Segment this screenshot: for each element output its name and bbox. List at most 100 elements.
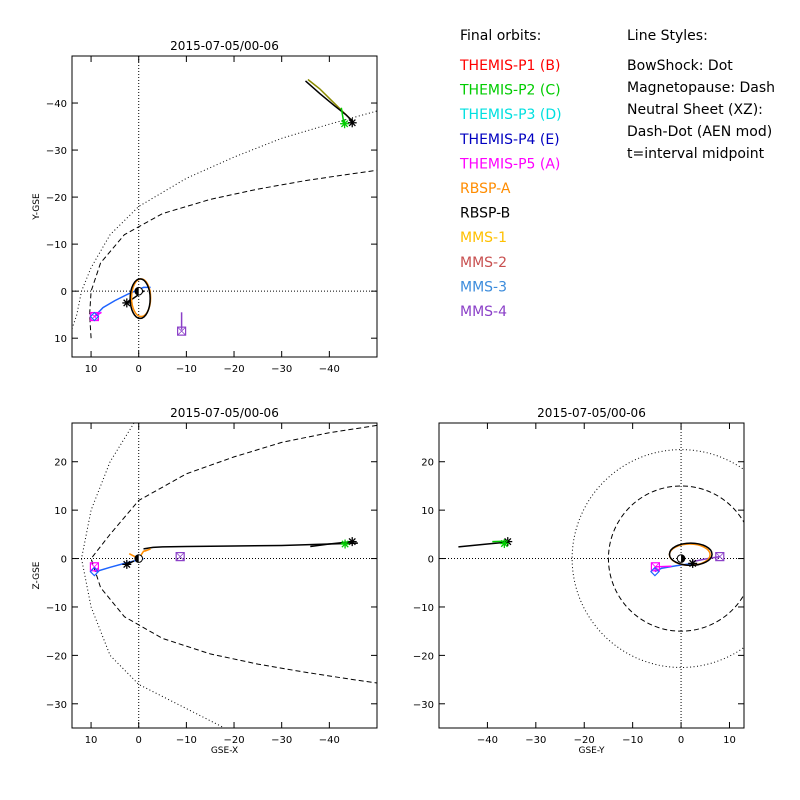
x-tick-label: −10: [622, 735, 643, 746]
y-axis-label: Y-GSE: [32, 193, 42, 221]
x-tick-label: 10: [85, 364, 98, 375]
legend-style-entry: Neutral Sheet (XZ):: [627, 102, 763, 118]
x-tick-label: −40: [477, 735, 498, 746]
y-tick-label: −30: [413, 700, 434, 711]
x-tick-label: 0: [678, 735, 684, 746]
legend-orbit-entry: MMS-2: [460, 255, 507, 271]
midpoint-asterisk-marker: [340, 119, 350, 129]
x-axis-label: GSE-Y: [578, 746, 605, 756]
legend-orbit-entry: MMS-1: [460, 230, 507, 246]
y-tick-label: 20: [54, 458, 67, 469]
chart-panel-1: 10 0 −10 −20 −30 −40 10 0 −10 −20 −30 −40 2015-07-05…: [32, 39, 378, 375]
midpoint-asterisk-marker: [122, 559, 132, 569]
x-tick-label: 0: [136, 364, 142, 375]
earth-icon: [134, 554, 144, 563]
magnetopause-boundary: [607, 485, 744, 632]
magnetopause-boundary: [89, 169, 377, 339]
y-tick-label: 0: [428, 555, 434, 566]
y-tick-label: 20: [421, 458, 434, 469]
plot-area: [72, 56, 377, 357]
y-tick-label: −20: [46, 651, 67, 662]
endpoint-diamond-marker: [89, 311, 100, 322]
bow-shock-boundary: [72, 110, 377, 329]
x-tick-label: −40: [319, 364, 340, 375]
legend-styles-heading: Line Styles:: [627, 28, 708, 44]
panel-title: 2015-07-05/00-06: [170, 39, 279, 53]
orbit-trace: [143, 542, 358, 550]
y-tick-label: 10: [54, 506, 67, 517]
plot-frame: [438, 422, 745, 729]
x-tick-label: −30: [271, 735, 292, 746]
orbit-trace: [305, 80, 354, 123]
x-tick-label: −30: [525, 735, 546, 746]
magnetopause-boundary: [90, 424, 377, 684]
y-tick-label: −20: [413, 651, 434, 662]
orbit-trace: [458, 540, 508, 548]
legend-orbit-entry: THEMIS-P3 (D): [459, 107, 562, 123]
plot-area: [439, 423, 744, 728]
legend-orbit-entry: MMS-3: [460, 279, 507, 295]
legend-style-entry: t=interval midpoint: [627, 146, 765, 162]
legend-orbit-entry: THEMIS-P1 (B): [459, 58, 560, 74]
endpoint-square-marker: [89, 311, 99, 322]
y-tick-label: −10: [46, 240, 67, 251]
y-tick-label: 0: [61, 555, 67, 566]
plot-frame: [71, 422, 378, 729]
orbit-trace: [93, 286, 151, 318]
x-tick-label: −20: [574, 735, 595, 746]
endpoint-diamond-marker: [650, 566, 660, 577]
x-tick-label: −10: [176, 735, 197, 746]
orbit-trace: [693, 555, 720, 563]
midpoint-asterisk-marker: [122, 298, 132, 308]
earth-icon: [134, 286, 144, 296]
midpoint-asterisk-marker: [499, 539, 509, 549]
y-tick-label: −10: [46, 603, 67, 614]
legend-final-orbits: Final orbits: THEMIS-P1 (B) THEMIS-P2 (C)…: [459, 28, 562, 320]
panel-title: 2015-07-05/00-06: [537, 406, 646, 420]
midpoint-asterisk-marker: [688, 558, 698, 568]
legend-orbits-heading: Final orbits:: [460, 28, 541, 44]
earth-icon: [676, 554, 686, 563]
legend-orbit-entry: RBSP-A: [460, 181, 511, 197]
legend-style-entry: Magnetopause: Dash: [627, 80, 775, 96]
x-tick-label: 10: [723, 735, 736, 746]
endpoint-square-marker: [715, 552, 725, 562]
midpoint-asterisk-marker: [347, 118, 357, 128]
endpoint-square-marker: [177, 326, 187, 336]
plot-frame: [71, 55, 378, 358]
x-tick-label: −10: [176, 364, 197, 375]
panels-layer: 10 0 −10 −20 −30 −40 10 0 −10 −20 −30 −40 2015-07-05…: [32, 39, 745, 756]
legend-orbit-entry: RBSP-B: [460, 206, 510, 222]
x-tick-label: −40: [319, 735, 340, 746]
y-tick-label: 10: [421, 506, 434, 517]
y-tick-label: −20: [46, 193, 67, 204]
y-tick-label: −30: [46, 700, 67, 711]
legend-style-entry: Dash-Dot (AEN mod): [627, 124, 772, 140]
orbit-trace: [129, 278, 151, 320]
legend-style-entry: BowShock: Dot: [627, 58, 733, 74]
legend-orbit-entry: THEMIS-P2 (C): [459, 83, 561, 99]
endpoint-square-marker: [175, 552, 185, 562]
x-tick-label: −30: [271, 364, 292, 375]
y-tick-label: −10: [413, 603, 434, 614]
x-tick-label: 0: [136, 735, 142, 746]
chart-panel-2: 10 0 −10 −20 −30 −40 −30 −20 −10 0 10 20 2015-07-05/…: [32, 406, 378, 756]
y-tick-label: −30: [46, 146, 67, 157]
legend-orbit-entry: THEMIS-P4 (E): [459, 132, 560, 148]
x-tick-label: 10: [85, 735, 98, 746]
x-tick-label: −20: [223, 735, 244, 746]
legend-line-styles: Line Styles: BowShock: Dot Magnetopause: …: [627, 28, 775, 162]
plot-area: [72, 423, 377, 728]
endpoint-diamond-marker: [89, 566, 100, 577]
x-axis-label: GSE-X: [211, 746, 238, 756]
legend-orbit-entry: THEMIS-P5 (A): [459, 156, 560, 172]
y-tick-label: −40: [46, 99, 67, 110]
y-tick-label: 10: [54, 334, 67, 345]
y-tick-label: 0: [61, 287, 67, 298]
bow-shock-boundary: [80, 423, 225, 728]
chart-panel-3: −40 −30 −20 −10 0 10 −30 −20 −10 0 10 20 2015-07-05/…: [413, 406, 745, 756]
legend-orbit-entry: MMS-4: [460, 304, 507, 320]
panel-title: 2015-07-05/00-06: [170, 406, 279, 420]
y-axis-label: Z-GSE: [32, 561, 42, 589]
